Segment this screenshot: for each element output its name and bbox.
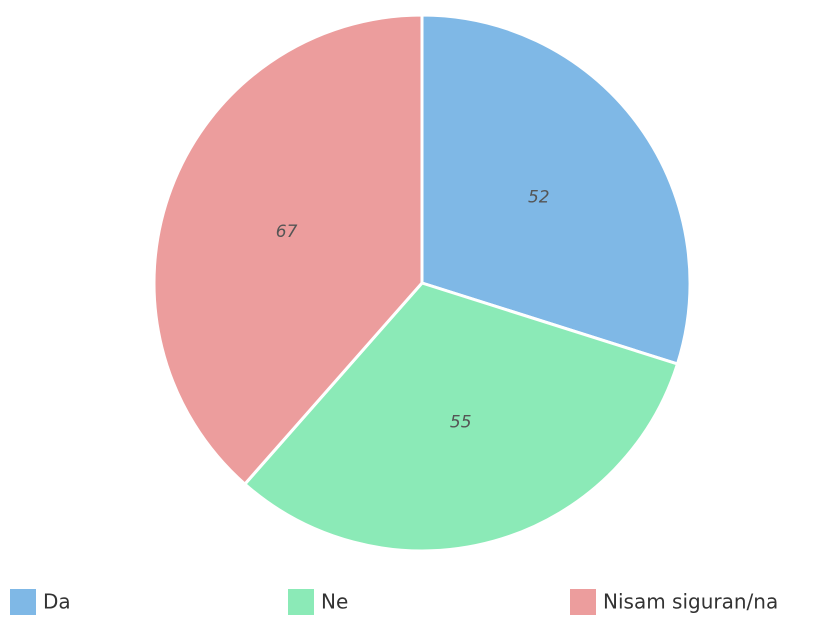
legend-swatch	[10, 589, 36, 615]
pie-slice	[152, 13, 424, 487]
pie-slice	[420, 13, 692, 366]
pie-slice	[242, 281, 680, 553]
data-label: 52	[528, 188, 550, 208]
legend-swatch	[570, 589, 596, 615]
legend-label: Ne	[321, 590, 348, 614]
data-label: 55	[450, 412, 472, 432]
data-label: 67	[276, 222, 298, 242]
legend-label: Da	[43, 590, 71, 614]
legend-label: Nisam siguran/na	[603, 590, 778, 614]
legend-swatch	[288, 589, 314, 615]
